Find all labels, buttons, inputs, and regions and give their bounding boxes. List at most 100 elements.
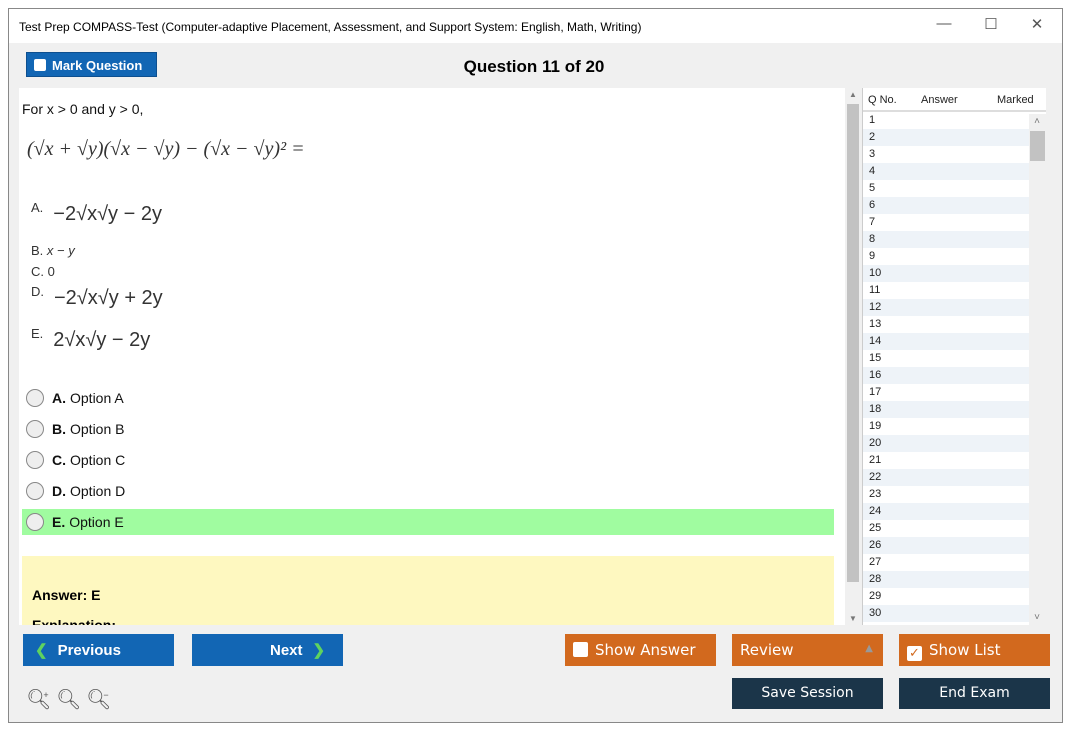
radio-button[interactable]: [26, 451, 44, 469]
question-list-row[interactable]: 21: [869, 454, 882, 466]
show-answer-button[interactable]: Show Answer: [565, 634, 716, 666]
question-list-row[interactable]: 2: [863, 129, 1041, 146]
scroll-up-icon[interactable]: ▲: [849, 90, 857, 99]
close-icon[interactable]: ✕: [1030, 16, 1044, 33]
question-list-row[interactable]: 3: [869, 148, 876, 160]
radio-button[interactable]: [26, 389, 44, 407]
question-list-row[interactable]: 8: [863, 231, 1041, 248]
question-list-row[interactable]: 24: [863, 503, 1041, 520]
question-list-header: Q No. Answer Marked: [863, 88, 1046, 112]
minimize-icon[interactable]: —: [936, 15, 952, 32]
question-list-row[interactable]: 1: [869, 114, 876, 126]
question-list-row[interactable]: 6: [863, 197, 1041, 214]
question-list-row[interactable]: 7: [869, 216, 876, 228]
question-list-row[interactable]: 25: [869, 522, 882, 534]
choice-value: −2√x√y − 2y: [53, 203, 162, 225]
zoom-out-icon[interactable]: 🔍︎−: [86, 689, 112, 711]
zoom-in-icon[interactable]: 🔍︎+: [26, 689, 52, 711]
choice-letter: A.: [31, 200, 44, 215]
question-list-row[interactable]: 19: [869, 420, 882, 432]
option-letter: B.: [52, 421, 66, 437]
question-list-row[interactable]: 14: [863, 333, 1041, 350]
question-expression: (√x + √y)(√x − √y) − (√x − √y)² =: [27, 138, 305, 160]
question-list-row[interactable]: 23: [869, 488, 882, 500]
review-dropdown[interactable]: Review ▲: [732, 634, 883, 666]
end-exam-button[interactable]: End Exam: [899, 678, 1050, 709]
scroll-down-icon[interactable]: ˅: [1034, 612, 1040, 623]
show-list-label: Show List: [929, 641, 1001, 659]
answer-option[interactable]: A. Option A: [22, 385, 834, 411]
answer-box: Answer: E Explanation:: [22, 556, 834, 625]
question-list-row[interactable]: 9: [869, 250, 876, 262]
choice-b: B. x − y: [31, 243, 75, 258]
explanation-label: Explanation:: [32, 617, 117, 625]
choice-letter: D.: [31, 284, 44, 299]
window-title: Test Prep COMPASS-Test (Computer-adaptiv…: [19, 20, 642, 34]
question-list-row[interactable]: 20: [863, 435, 1041, 452]
question-list-row[interactable]: 26: [863, 537, 1041, 554]
option-letter: E.: [52, 514, 66, 530]
answer-label: Answer: E: [32, 587, 101, 603]
question-stem: For x > 0 and y > 0,: [22, 101, 144, 117]
option-label: Option C: [70, 452, 126, 468]
choice-c: C. 0: [31, 264, 55, 279]
question-list-row[interactable]: 17: [869, 386, 882, 398]
question-list-row[interactable]: 12: [863, 299, 1041, 316]
scroll-down-icon[interactable]: ▼: [849, 614, 857, 623]
choice-d: D. −2√x√y + 2y: [31, 284, 163, 310]
caret-up-icon: ▲: [865, 643, 873, 654]
chevron-left-icon: ❮: [35, 642, 48, 659]
chevron-right-icon: ❯: [312, 642, 326, 659]
question-list-row[interactable]: 29: [869, 590, 882, 602]
scroll-thumb[interactable]: [847, 104, 859, 582]
zoom-reset-icon[interactable]: 🔍︎: [56, 689, 82, 711]
question-list-row[interactable]: 30: [863, 605, 1041, 622]
save-session-button[interactable]: Save Session: [732, 678, 883, 709]
scroll-thumb[interactable]: [1030, 131, 1045, 161]
option-label: Option A: [70, 390, 124, 406]
option-letter: A.: [52, 390, 66, 406]
mark-question-label: Mark Question: [52, 58, 143, 73]
mark-question-button[interactable]: Mark Question: [26, 52, 157, 77]
question-list-row[interactable]: 28: [863, 571, 1041, 588]
question-list-row[interactable]: 27: [869, 556, 882, 568]
checkbox-icon[interactable]: [573, 642, 588, 657]
maximize-icon[interactable]: ☐: [984, 16, 998, 33]
app-window: Test Prep COMPASS-Test (Computer-adaptiv…: [8, 8, 1063, 723]
next-label: Next: [270, 642, 303, 659]
question-list-row[interactable]: 22: [863, 469, 1041, 486]
question-list-row[interactable]: 16: [863, 367, 1041, 384]
question-list-row[interactable]: 4: [863, 163, 1041, 180]
scroll-up-icon[interactable]: ˄: [1034, 116, 1040, 127]
choice-value: 2√x√y − 2y: [53, 329, 151, 351]
show-answer-label: Show Answer: [595, 641, 696, 659]
list-scrollbar[interactable]: ˄ ˅: [1029, 114, 1046, 625]
review-label: Review: [740, 641, 794, 659]
checkbox-icon: [34, 59, 46, 71]
answer-option[interactable]: D. Option D: [22, 478, 834, 504]
content-scrollbar[interactable]: ▲ ▼: [845, 88, 861, 625]
answer-option[interactable]: B. Option B: [22, 416, 834, 442]
title-bar: Test Prep COMPASS-Test (Computer-adaptiv…: [9, 9, 1062, 43]
answer-option[interactable]: E. Option E: [22, 509, 834, 535]
radio-button[interactable]: [26, 420, 44, 438]
question-list-row[interactable]: 13: [869, 318, 882, 330]
show-list-button[interactable]: ✓ Show List: [899, 634, 1050, 666]
option-label: Option E: [69, 514, 124, 530]
previous-button[interactable]: ❮ Previous: [23, 634, 174, 666]
question-list-row[interactable]: 18: [863, 401, 1041, 418]
question-list-row[interactable]: 5: [869, 182, 876, 194]
header-marked: Marked: [997, 94, 1034, 106]
question-list-row[interactable]: 15: [869, 352, 882, 364]
radio-button[interactable]: [26, 482, 44, 500]
choice-a: A. −2√x√y − 2y: [31, 200, 162, 226]
previous-label: Previous: [57, 642, 121, 659]
choice-letter: B.: [31, 243, 44, 258]
question-list-row[interactable]: 10: [863, 265, 1041, 282]
choice-value: 0: [47, 264, 55, 279]
radio-button[interactable]: [26, 513, 44, 531]
checkbox-checked-icon[interactable]: ✓: [907, 646, 922, 661]
answer-option[interactable]: C. Option C: [22, 447, 834, 473]
question-list-row[interactable]: 11: [869, 284, 881, 296]
next-button[interactable]: Next ❯: [192, 634, 343, 666]
